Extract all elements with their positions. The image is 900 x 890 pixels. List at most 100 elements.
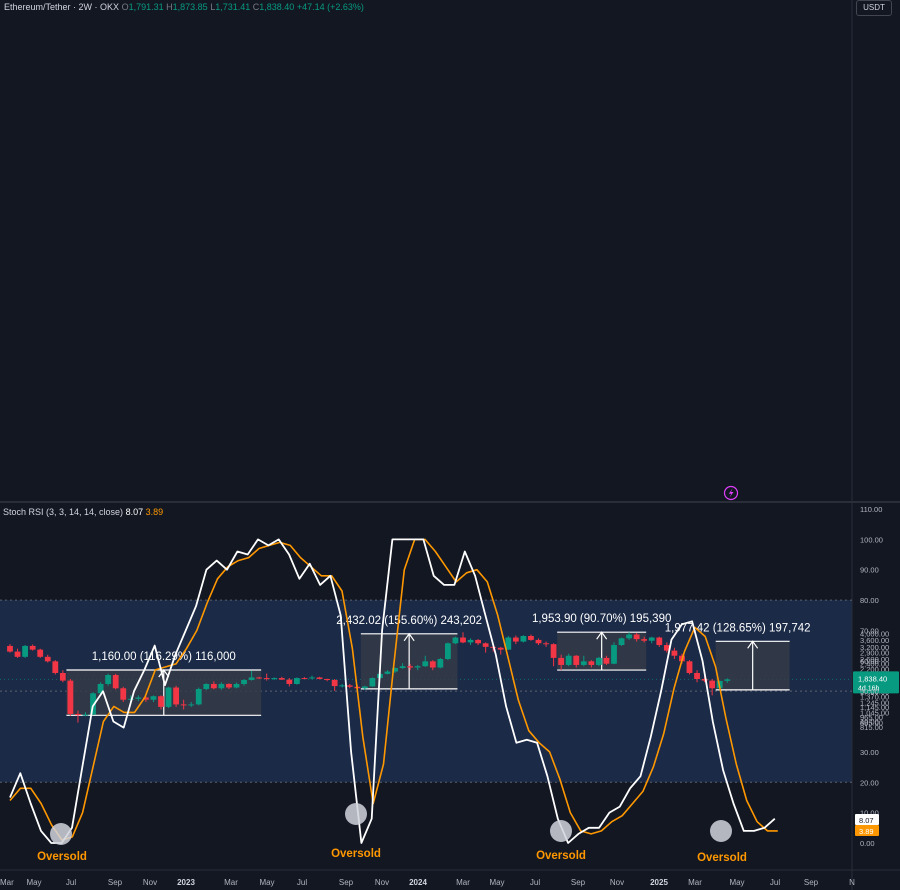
candle-body[interactable] bbox=[580, 661, 587, 665]
candle-body[interactable] bbox=[301, 678, 308, 680]
stoch-rsi-k-line[interactable] bbox=[9, 538, 776, 844]
candle-body[interactable] bbox=[422, 661, 429, 667]
candle-body[interactable] bbox=[150, 696, 157, 700]
candle-body[interactable] bbox=[278, 678, 285, 680]
candle-body[interactable] bbox=[497, 647, 504, 650]
candle-body[interactable] bbox=[29, 645, 36, 650]
candle-body[interactable] bbox=[271, 678, 278, 680]
candle-body[interactable] bbox=[309, 677, 315, 679]
candle-body[interactable] bbox=[535, 639, 542, 644]
candle-body[interactable] bbox=[626, 634, 632, 639]
candle-body[interactable] bbox=[22, 645, 28, 657]
currency-badge[interactable]: USDT bbox=[856, 0, 892, 16]
candle-body[interactable] bbox=[361, 686, 368, 689]
candle-body[interactable] bbox=[112, 675, 119, 689]
candle-body[interactable] bbox=[724, 679, 731, 681]
candle-body[interactable] bbox=[75, 713, 81, 716]
candle-body[interactable] bbox=[399, 666, 406, 669]
candle-body[interactable] bbox=[256, 677, 263, 679]
candle-body[interactable] bbox=[143, 697, 149, 700]
candle-body[interactable] bbox=[97, 683, 104, 694]
candle-body[interactable] bbox=[165, 687, 172, 707]
candle-body[interactable] bbox=[105, 675, 112, 684]
candle-body[interactable] bbox=[656, 637, 663, 646]
candle-body[interactable] bbox=[414, 666, 421, 668]
candle-body[interactable] bbox=[520, 635, 527, 642]
candle-body[interactable] bbox=[195, 689, 202, 705]
candle-body[interactable] bbox=[135, 697, 142, 699]
candle-body[interactable] bbox=[460, 637, 466, 643]
candle-body[interactable] bbox=[596, 657, 602, 665]
current-price-tag[interactable] bbox=[853, 671, 899, 694]
candle-body[interactable] bbox=[7, 645, 13, 652]
candle-body[interactable] bbox=[369, 678, 376, 687]
candle-body[interactable] bbox=[558, 657, 565, 665]
candle-body[interactable] bbox=[173, 687, 179, 705]
candle-body[interactable] bbox=[294, 678, 300, 684]
oversold-marker[interactable] bbox=[50, 823, 72, 845]
candle-body[interactable] bbox=[14, 651, 21, 657]
candle-body[interactable] bbox=[482, 643, 489, 647]
candle-body[interactable] bbox=[82, 714, 89, 716]
indicator-title[interactable]: Stoch RSI (3, 3, 14, 14, close) bbox=[3, 507, 124, 517]
candle-body[interactable] bbox=[263, 678, 270, 680]
candle-body[interactable] bbox=[339, 685, 346, 687]
candle-body[interactable] bbox=[233, 683, 240, 688]
candle-body[interactable] bbox=[429, 661, 436, 668]
candle-body[interactable] bbox=[603, 657, 610, 664]
candle-body[interactable] bbox=[120, 688, 127, 700]
candle-body[interactable] bbox=[573, 655, 580, 665]
candle-body[interactable] bbox=[709, 680, 716, 689]
candle-body[interactable] bbox=[248, 677, 255, 680]
candle-body[interactable] bbox=[565, 655, 572, 665]
candle-body[interactable] bbox=[316, 677, 323, 680]
candle-body[interactable] bbox=[331, 679, 338, 687]
candle-body[interactable] bbox=[324, 679, 330, 681]
candle-body[interactable] bbox=[37, 649, 44, 657]
candle-body[interactable] bbox=[618, 638, 625, 646]
candle-body[interactable] bbox=[543, 643, 549, 645]
candle-body[interactable] bbox=[467, 639, 474, 643]
candle-body[interactable] bbox=[671, 650, 678, 656]
candle-body[interactable] bbox=[475, 639, 481, 644]
candle-body[interactable] bbox=[452, 637, 459, 644]
candle-body[interactable] bbox=[44, 656, 51, 662]
candle-body[interactable] bbox=[611, 645, 617, 664]
candle-body[interactable] bbox=[663, 645, 670, 651]
candle-body[interactable] bbox=[528, 635, 534, 640]
oversold-marker[interactable] bbox=[710, 820, 732, 842]
candle-body[interactable] bbox=[633, 634, 640, 640]
candle-body[interactable] bbox=[67, 680, 74, 714]
candle-body[interactable] bbox=[286, 679, 293, 684]
oversold-marker[interactable] bbox=[345, 803, 367, 825]
candle-body[interactable] bbox=[694, 672, 700, 680]
candle-body[interactable] bbox=[550, 644, 557, 658]
candle-body[interactable] bbox=[52, 661, 59, 673]
candle-body[interactable] bbox=[505, 637, 512, 650]
candle-body[interactable] bbox=[158, 696, 164, 707]
candle-body[interactable] bbox=[226, 683, 232, 688]
candle-body[interactable] bbox=[203, 683, 210, 690]
oversold-marker[interactable] bbox=[550, 820, 572, 842]
lightning-icon[interactable] bbox=[723, 485, 739, 501]
candle-body[interactable] bbox=[346, 685, 353, 687]
candle-body[interactable] bbox=[641, 639, 648, 641]
candle-body[interactable] bbox=[90, 693, 96, 715]
candle-body[interactable] bbox=[188, 704, 195, 706]
candle-body[interactable] bbox=[218, 683, 225, 689]
candle-body[interactable] bbox=[512, 637, 519, 642]
candle-body[interactable] bbox=[701, 679, 708, 681]
candle-body[interactable] bbox=[392, 668, 398, 672]
candle-body[interactable] bbox=[210, 683, 217, 689]
candle-body[interactable] bbox=[686, 661, 693, 673]
candle-body[interactable] bbox=[445, 643, 451, 660]
candle-body[interactable] bbox=[407, 666, 414, 668]
symbol-title[interactable]: Ethereum/Tether · 2W · OKX bbox=[4, 2, 120, 12]
candle-body[interactable] bbox=[588, 661, 595, 665]
candle-body[interactable] bbox=[180, 704, 187, 706]
candle-body[interactable] bbox=[648, 637, 655, 641]
candle-body[interactable] bbox=[384, 671, 391, 674]
stoch-rsi-d-line[interactable] bbox=[9, 538, 778, 841]
candle-body[interactable] bbox=[241, 679, 247, 684]
